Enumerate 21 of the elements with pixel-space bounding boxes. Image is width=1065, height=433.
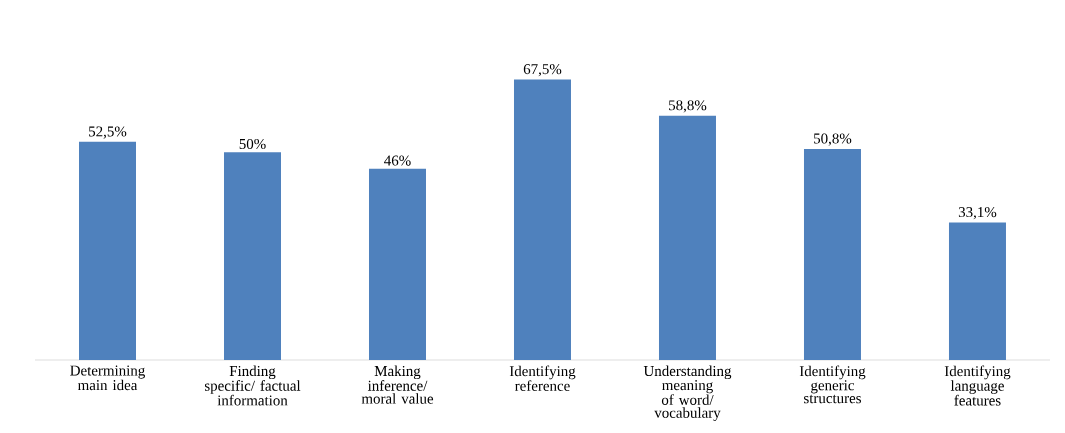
x-tick-label: Identifying generic structures [799, 365, 866, 404]
data-label: 67,5% [523, 64, 562, 77]
data-label: 46% [384, 155, 411, 166]
x-tick-label: Finding specific/ factual information [204, 365, 301, 406]
x-tick-label: Determining main idea [70, 365, 145, 391]
data-label: 50% [239, 138, 266, 150]
data-label: 52,5% [89, 126, 127, 139]
x-tick-label: Identifying reference [509, 365, 576, 391]
data-label: 50,8% [814, 133, 852, 146]
data-label: 58,8% [669, 100, 707, 113]
x-tick-label: Making inference/ moral value [361, 365, 434, 404]
bar [224, 152, 281, 360]
bar [658, 115, 716, 360]
bar [803, 148, 861, 360]
data-label: 33,1% [958, 207, 997, 220]
x-tick-label: Identifying language features [944, 365, 1011, 406]
bar [79, 141, 136, 360]
bar [513, 79, 571, 360]
bar [368, 168, 426, 360]
x-tick-label: Understanding meaning of word/ vocabulary [643, 365, 732, 421]
bar [948, 222, 1006, 360]
